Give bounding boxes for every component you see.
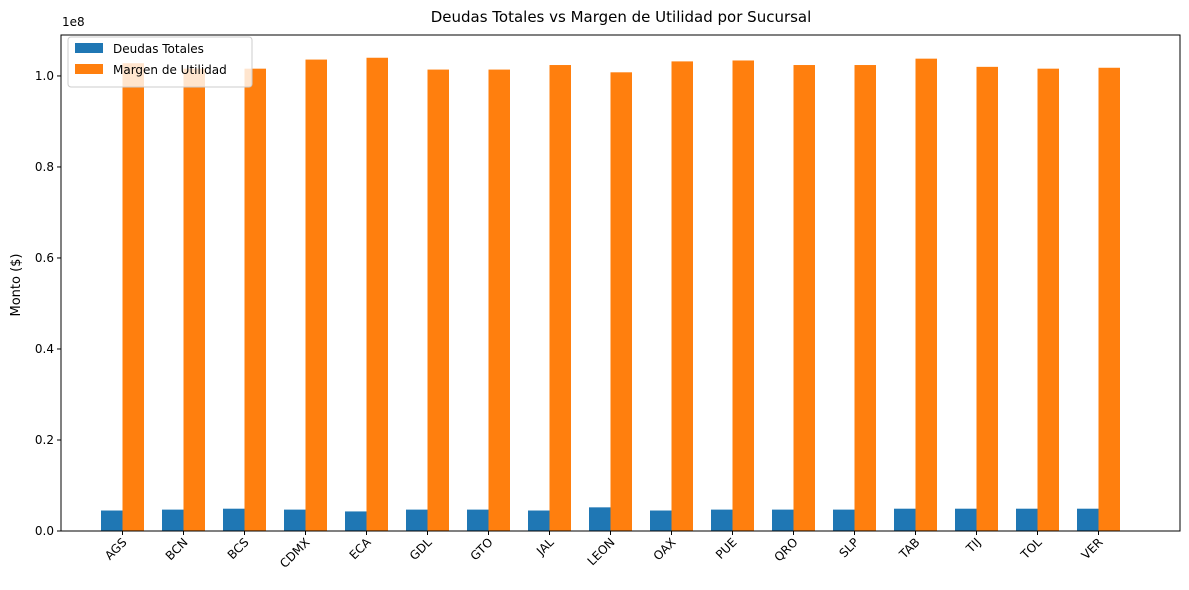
bar-margen-leon [610, 72, 632, 531]
bar-deudas-tab [894, 508, 916, 531]
bar-deudas-gdl [406, 509, 428, 531]
bar-margen-qro [793, 65, 815, 531]
bar-margen-jal [549, 65, 571, 531]
bar-deudas-bcs [223, 508, 245, 531]
legend-swatch-deudas [75, 43, 103, 53]
bar-margen-ver [1098, 67, 1120, 531]
bar-margen-tol [1037, 68, 1059, 532]
bar-deudas-leon [589, 507, 611, 531]
bar-deudas-bcn [162, 509, 184, 531]
bar-deudas-cdmx [284, 509, 306, 531]
bar-margen-eca [366, 57, 388, 531]
bar-deudas-qro [772, 509, 794, 531]
legend-label-margen: Margen de Utilidad [113, 63, 227, 77]
legend-swatch-margen [75, 64, 103, 74]
bar-margen-gto [488, 69, 510, 531]
bar-margen-oax [671, 61, 693, 531]
bar-margen-bcn [183, 68, 205, 532]
bar-margen-ags [122, 63, 144, 532]
bar-deudas-tol [1016, 508, 1038, 531]
plot-frame [60, 34, 1181, 532]
y-tick-label: 0.6 [35, 251, 54, 265]
legend-label-deudas: Deudas Totales [113, 42, 204, 56]
y-tick-label: 0.2 [35, 433, 54, 447]
legend: Deudas Totales Margen de Utilidad [67, 36, 253, 88]
plot-area: AGS BCN BCS CDMX ECA GDL GTO JAL LEON OAX PUE QRO SL… [35, 57, 1120, 571]
bar-deudas-gto [467, 509, 489, 531]
bar-margen-pue [732, 60, 754, 531]
bar-deudas-slp [833, 509, 855, 531]
y-offset-text: 1e8 [62, 15, 85, 29]
chart-title: Deudas Totales vs Margen de Utilidad por… [431, 8, 812, 26]
bar-margen-tij [976, 66, 998, 531]
bar-deudas-oax [650, 510, 672, 531]
bar-deudas-ver [1077, 508, 1099, 531]
y-tick-label: 1.0 [35, 69, 54, 83]
bar-margen-gdl [427, 69, 449, 531]
bar-deudas-tij [955, 508, 977, 531]
bar-deudas-eca [345, 511, 367, 531]
bar-deudas-jal [528, 510, 550, 531]
legend-box [67, 36, 253, 88]
bar-margen-tab [915, 58, 937, 531]
y-tick-label: 0.4 [35, 342, 54, 356]
bar-deudas-ags [101, 510, 123, 531]
bar-margen-slp [854, 65, 876, 531]
bar-margen-bcs [244, 68, 266, 532]
y-tick-label: 0.0 [35, 524, 54, 538]
bar-deudas-pue [711, 509, 733, 531]
y-tick-label: 0.8 [35, 160, 54, 174]
y-axis-title: Monto ($) [9, 253, 24, 316]
bar-margen-cdmx [305, 59, 327, 531]
